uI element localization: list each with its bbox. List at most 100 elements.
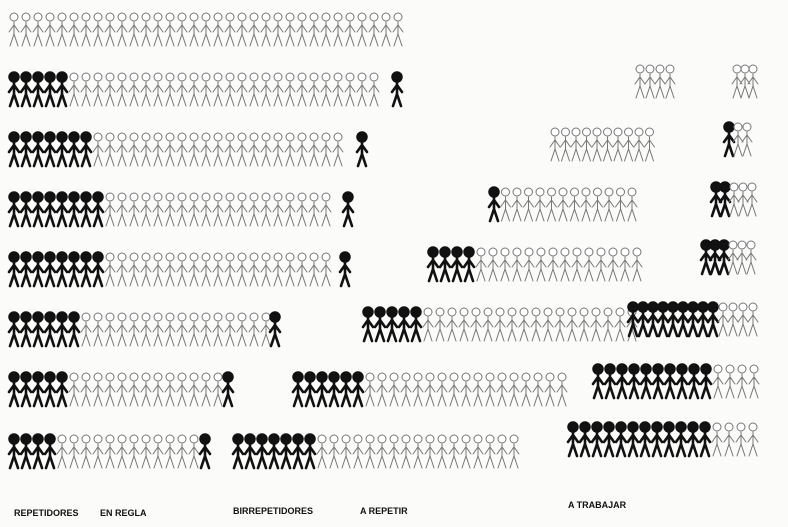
head bbox=[34, 13, 42, 21]
head bbox=[646, 65, 654, 73]
head bbox=[719, 303, 727, 311]
head bbox=[293, 434, 303, 444]
head bbox=[724, 122, 734, 132]
head bbox=[118, 435, 126, 443]
head bbox=[190, 193, 198, 201]
head bbox=[106, 193, 114, 201]
head bbox=[190, 13, 198, 21]
head bbox=[274, 193, 282, 201]
head bbox=[233, 434, 243, 444]
head bbox=[94, 73, 102, 81]
head bbox=[9, 312, 19, 322]
head bbox=[522, 373, 530, 381]
head bbox=[726, 365, 734, 373]
head bbox=[562, 128, 570, 136]
head bbox=[358, 73, 366, 81]
head bbox=[21, 312, 31, 322]
head bbox=[558, 373, 566, 381]
head bbox=[190, 435, 198, 443]
head bbox=[436, 308, 444, 316]
head bbox=[322, 133, 330, 141]
head bbox=[534, 373, 542, 381]
head bbox=[358, 13, 366, 21]
head bbox=[226, 253, 234, 261]
head bbox=[142, 253, 150, 261]
head bbox=[701, 364, 711, 374]
head bbox=[498, 435, 506, 443]
head bbox=[708, 302, 718, 312]
head bbox=[460, 308, 468, 316]
head bbox=[640, 422, 650, 432]
head bbox=[250, 193, 258, 201]
head bbox=[322, 13, 330, 21]
head bbox=[33, 434, 43, 444]
head bbox=[658, 302, 668, 312]
head bbox=[597, 248, 605, 256]
label: EN REGLA bbox=[100, 508, 147, 518]
head bbox=[604, 308, 612, 316]
head bbox=[664, 422, 674, 432]
head bbox=[178, 133, 186, 141]
head bbox=[257, 434, 267, 444]
head bbox=[317, 372, 327, 382]
head bbox=[387, 307, 397, 317]
head bbox=[166, 253, 174, 261]
head bbox=[638, 302, 648, 312]
head bbox=[46, 13, 54, 21]
head bbox=[353, 372, 363, 382]
head bbox=[238, 13, 246, 21]
head bbox=[214, 253, 222, 261]
head bbox=[605, 364, 615, 374]
head bbox=[298, 193, 306, 201]
head bbox=[428, 247, 438, 257]
head bbox=[730, 183, 738, 191]
head bbox=[21, 72, 31, 82]
head bbox=[604, 422, 614, 432]
head bbox=[738, 241, 746, 249]
head bbox=[375, 307, 385, 317]
head bbox=[329, 372, 339, 382]
head bbox=[668, 302, 678, 312]
head bbox=[166, 133, 174, 141]
head bbox=[747, 241, 755, 249]
head bbox=[462, 435, 470, 443]
head bbox=[262, 73, 270, 81]
head bbox=[363, 307, 373, 317]
head bbox=[729, 241, 737, 249]
head bbox=[226, 133, 234, 141]
head bbox=[678, 302, 688, 312]
head bbox=[378, 435, 386, 443]
head bbox=[154, 253, 162, 261]
head bbox=[477, 248, 485, 256]
head bbox=[310, 73, 318, 81]
head bbox=[532, 308, 540, 316]
head bbox=[45, 372, 55, 382]
label: BIRREPETIDORES bbox=[233, 506, 313, 516]
head bbox=[178, 373, 186, 381]
head bbox=[262, 193, 270, 201]
head bbox=[604, 128, 612, 136]
head bbox=[22, 13, 30, 21]
head bbox=[621, 248, 629, 256]
head bbox=[310, 253, 318, 261]
head bbox=[748, 183, 756, 191]
head bbox=[498, 373, 506, 381]
head bbox=[342, 435, 350, 443]
head bbox=[274, 73, 282, 81]
head bbox=[580, 308, 588, 316]
head bbox=[366, 435, 374, 443]
pictogram: REPETIDORES EN REGLA BIRREPETIDORES A RE… bbox=[0, 0, 788, 527]
head bbox=[250, 13, 258, 21]
head bbox=[580, 422, 590, 432]
head bbox=[298, 73, 306, 81]
head bbox=[592, 422, 602, 432]
head bbox=[9, 192, 19, 202]
head bbox=[628, 188, 636, 196]
head bbox=[166, 13, 174, 21]
head bbox=[556, 308, 564, 316]
head bbox=[688, 422, 698, 432]
head bbox=[94, 435, 102, 443]
head bbox=[45, 192, 55, 202]
head bbox=[733, 65, 741, 73]
head bbox=[426, 435, 434, 443]
